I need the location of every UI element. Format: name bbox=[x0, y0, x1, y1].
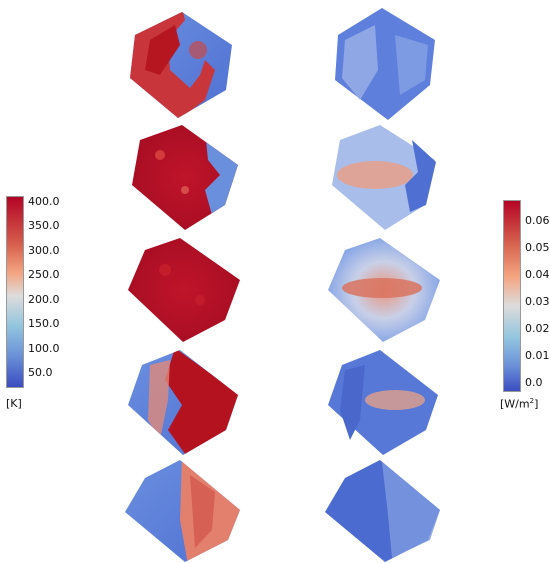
temperature-tick-250: 250.0 bbox=[28, 268, 60, 281]
temperature-panel-1 bbox=[130, 12, 232, 118]
temperature-panel-4 bbox=[128, 350, 238, 455]
temperature-colorbar-gradient bbox=[6, 196, 24, 388]
flux-panel-1 bbox=[335, 8, 435, 120]
temperature-panel-2 bbox=[132, 125, 238, 230]
flux-tick-0.05: 0.05 bbox=[525, 241, 550, 254]
temperature-tick-100: 100.0 bbox=[28, 342, 60, 355]
flux-unit-label: [W/m2] bbox=[500, 397, 539, 411]
temperature-tick-300: 300.0 bbox=[28, 244, 60, 257]
temperature-tick-50: 50.0 bbox=[28, 366, 53, 379]
flux-panel-4 bbox=[328, 350, 438, 455]
temperature-panel-5 bbox=[125, 460, 240, 562]
temperature-tick-150: 150.0 bbox=[28, 317, 60, 330]
flux-tick-0.06: 0.06 bbox=[525, 214, 550, 227]
temperature-panel-3 bbox=[128, 238, 240, 342]
temperature-tick-350: 350.0 bbox=[28, 219, 60, 232]
temperature-tick-200: 200.0 bbox=[28, 293, 60, 306]
flux-panel-5 bbox=[325, 460, 440, 562]
temperature-unit-label: [K] bbox=[6, 397, 22, 410]
flux-tick-0.02: 0.02 bbox=[525, 322, 550, 335]
flux-tick-0.0: 0.0 bbox=[525, 376, 543, 389]
flux-panel-2 bbox=[332, 125, 436, 230]
flux-colorbar-gradient bbox=[503, 200, 521, 392]
flux-panel-3 bbox=[328, 238, 440, 342]
temperature-tick-400: 400.0 bbox=[28, 195, 60, 208]
flux-tick-0.04: 0.04 bbox=[525, 268, 550, 281]
flux-tick-0.01: 0.01 bbox=[525, 349, 550, 362]
flux-tick-0.03: 0.03 bbox=[525, 295, 550, 308]
